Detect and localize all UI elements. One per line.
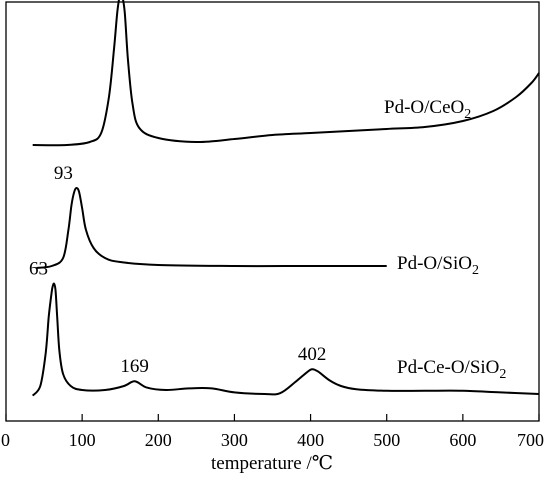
x-axis-tick-labels: 0 100 200 300 400 500 600 700 <box>1 430 544 450</box>
x-axis-ticks <box>5 414 540 421</box>
series-labels: Pd-O/CeO2 Pd-O/SiO2 Pd-Ce-O/SiO2 <box>384 97 506 382</box>
x-tick-label-700: 700 <box>517 430 544 450</box>
x-tick-label-400: 400 <box>297 430 324 450</box>
x-tick-label-100: 100 <box>69 430 96 450</box>
peak-labels: 1519363169402 <box>29 163 327 377</box>
peak-label-63: 63 <box>29 259 48 280</box>
series-label-2: Pd-O/SiO2 <box>397 253 479 278</box>
peak-label-169: 169 <box>120 356 149 377</box>
series-label-1: Pd-O/CeO2 <box>384 97 471 122</box>
series-line-3 <box>31 282 540 397</box>
x-tick-label-200: 200 <box>145 430 172 450</box>
series-line-1 <box>32 0 540 147</box>
peak-label-93: 93 <box>54 163 73 184</box>
peak-label-402: 402 <box>298 344 327 365</box>
x-axis-label: temperature /℃ <box>211 453 333 474</box>
x-tick-label-300: 300 <box>221 430 248 450</box>
x-tick-label-500: 500 <box>373 430 400 450</box>
plot-frame <box>5 1 540 422</box>
x-tick-label-0: 0 <box>1 430 10 450</box>
series-lines <box>31 0 540 397</box>
x-tick-label-600: 600 <box>449 430 476 450</box>
series-label-3: Pd-Ce-O/SiO2 <box>397 357 506 382</box>
series-line-2 <box>36 186 387 269</box>
